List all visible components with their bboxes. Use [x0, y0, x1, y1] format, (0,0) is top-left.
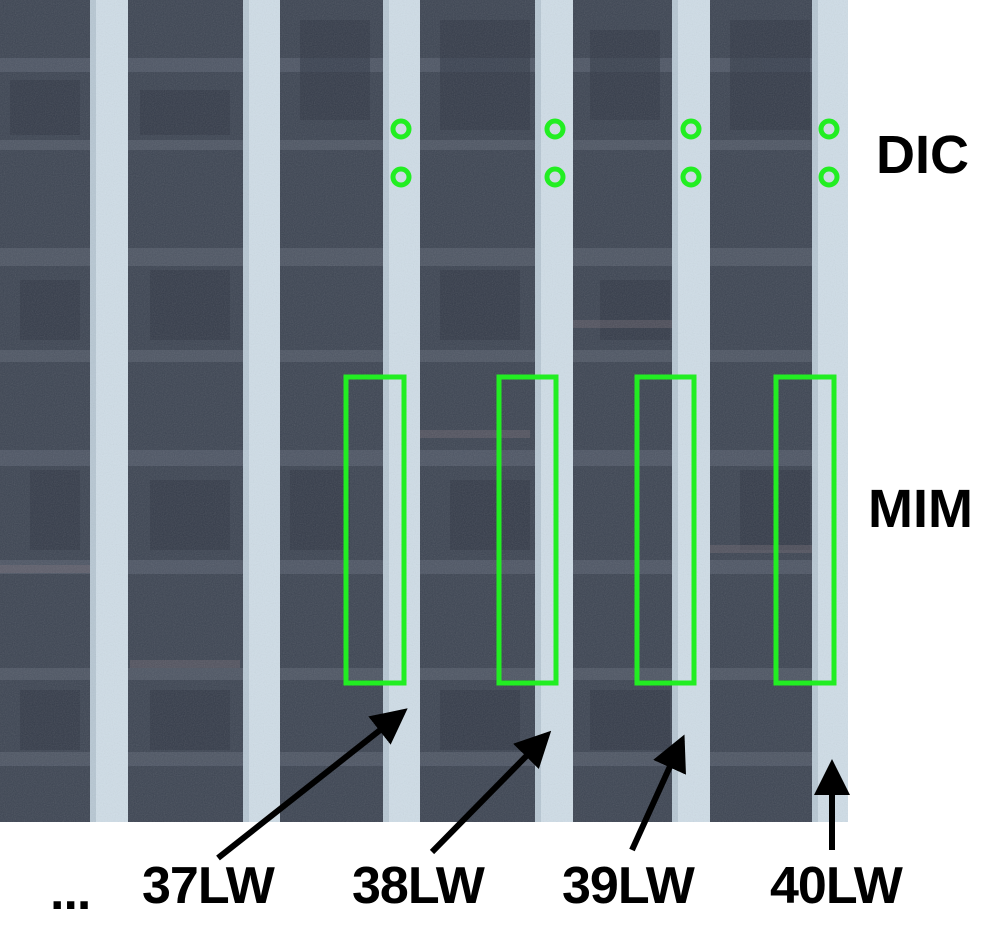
- ellipsis-label: ...: [50, 863, 91, 921]
- longwall-39-label: 39LW: [562, 857, 695, 915]
- photo-grain: [0, 0, 848, 822]
- photograph: [0, 0, 848, 822]
- dic-marker: [818, 166, 840, 188]
- mim-box: [343, 374, 407, 686]
- longwall-40-label: 40LW: [770, 857, 903, 915]
- longwall-38-label: 38LW: [352, 857, 485, 915]
- dic-marker: [544, 118, 566, 140]
- mim-box: [773, 374, 837, 686]
- arrow-38lw: [429, 730, 552, 855]
- dic-marker: [818, 118, 840, 140]
- dic-marker: [680, 166, 702, 188]
- dic-markers: [390, 118, 840, 188]
- dic-marker: [390, 166, 412, 188]
- arrows: [216, 708, 850, 861]
- mim-box: [634, 374, 697, 686]
- dic-label: DIC: [876, 125, 969, 185]
- arrow-39lw: [629, 734, 686, 852]
- mim-label: MIM: [868, 479, 973, 539]
- mim-boxes: [343, 374, 837, 686]
- dic-marker: [544, 166, 566, 188]
- mim-box: [496, 374, 559, 686]
- longwall-37-label: 37LW: [142, 857, 275, 915]
- dic-marker: [390, 118, 412, 140]
- dic-marker: [680, 118, 702, 140]
- arrow-37lw: [216, 708, 408, 861]
